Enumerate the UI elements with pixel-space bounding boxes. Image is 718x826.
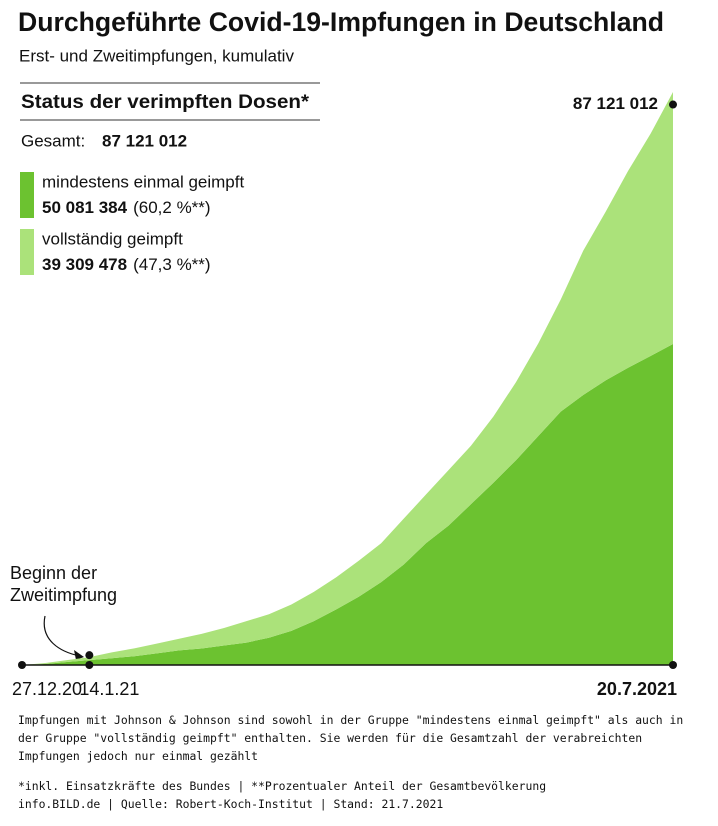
axis-dot — [85, 661, 94, 669]
annotation-dot — [85, 651, 94, 660]
footnotes: Impfungen mit Johnson & Johnson sind sow… — [18, 711, 690, 813]
area — [22, 92, 673, 665]
annotation-arrowhead — [74, 650, 84, 660]
legend-count: 50 081 384 — [42, 198, 128, 217]
x-tick-label: 27.12.20 — [12, 679, 82, 699]
legend-count: 39 309 478 — [42, 255, 127, 274]
axis-dot — [669, 661, 677, 669]
legend-label: vollständig geimpft — [42, 229, 183, 248]
legend-value: 39 309 478 (47,3 %**) — [42, 255, 211, 274]
legend-share: (47,3 %**) — [133, 255, 210, 274]
annotation: Beginn der — [10, 563, 97, 583]
x-tick-label: 14.1.21 — [79, 679, 139, 699]
legend-title: Status der verimpften Dosen* — [21, 92, 310, 113]
legend-swatch — [20, 172, 34, 218]
x-tick-label: 20.7.2021 — [597, 679, 677, 699]
chart-title: Durchgeführte Covid-19-Impfungen in Deut… — [18, 7, 664, 37]
legend-label: mindestens einmal geimpft — [42, 172, 244, 191]
legend-swatch — [20, 229, 34, 275]
total-label: Gesamt: — [21, 131, 85, 150]
note: Impfungen mit Johnson & Johnson sind sow… — [18, 713, 684, 763]
total-end-label: 87 121 012 — [573, 94, 658, 113]
note: *inkl. Einsatzkräfte des Bundes | **Proz… — [18, 779, 547, 793]
note: info.BILD.de | Quelle: Robert-Koch-Insti… — [18, 797, 444, 811]
legend-share: (60,2 %**) — [133, 198, 210, 217]
total-dot — [669, 100, 677, 109]
annotation: Zweitimpfung — [10, 585, 117, 605]
annotation-arrow — [43, 615, 81, 657]
area — [22, 343, 673, 665]
total-value: 87 121 012 — [102, 131, 187, 150]
chart-subtitle: Erst- und Zweitimpfungen, kumulativ — [19, 46, 294, 65]
legend-value: 50 081 384 (60,2 %**) — [42, 198, 211, 217]
axis-dot — [18, 661, 26, 669]
